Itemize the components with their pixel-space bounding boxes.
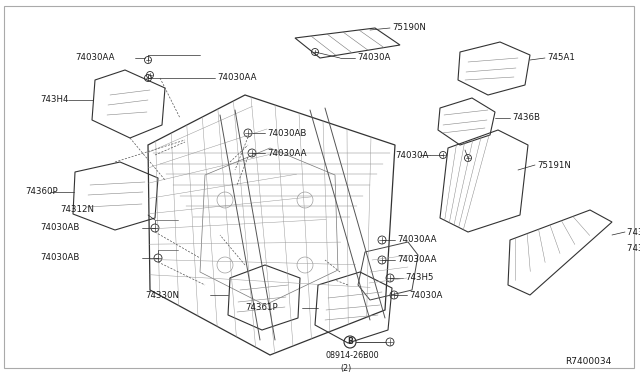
Text: 74030AA: 74030AA xyxy=(397,235,436,244)
Text: 74330N: 74330N xyxy=(145,291,179,299)
Text: 74312N: 74312N xyxy=(60,205,94,215)
Text: 743H5: 743H5 xyxy=(405,273,433,282)
Text: 74030A: 74030A xyxy=(395,151,428,160)
Text: 74030AA: 74030AA xyxy=(397,256,436,264)
Text: 743H4: 743H4 xyxy=(40,96,68,105)
Text: 75191N: 75191N xyxy=(537,160,571,170)
Text: 74030AB: 74030AB xyxy=(267,128,307,138)
Text: 74030A: 74030A xyxy=(357,54,390,62)
Text: 74030AA: 74030AA xyxy=(267,148,307,157)
Text: 74321 (LH): 74321 (LH) xyxy=(627,244,640,253)
Text: 08914-26B00: 08914-26B00 xyxy=(325,350,379,359)
Text: 75190N: 75190N xyxy=(392,23,426,32)
Text: B: B xyxy=(347,337,353,346)
Text: 74360P: 74360P xyxy=(25,187,58,196)
Text: 74320 (RH): 74320 (RH) xyxy=(627,228,640,237)
Text: 7436B: 7436B xyxy=(512,113,540,122)
Text: 74030A: 74030A xyxy=(409,291,442,299)
Text: 74030AA: 74030AA xyxy=(75,52,115,61)
Text: 74030AB: 74030AB xyxy=(40,224,79,232)
FancyBboxPatch shape xyxy=(4,6,634,368)
Text: 74030AB: 74030AB xyxy=(40,253,79,263)
Text: R7400034: R7400034 xyxy=(565,357,611,366)
Text: 74361P: 74361P xyxy=(245,304,278,312)
Text: (2): (2) xyxy=(340,363,351,372)
Text: 74030AA: 74030AA xyxy=(217,74,257,83)
Text: 745A1: 745A1 xyxy=(547,54,575,62)
